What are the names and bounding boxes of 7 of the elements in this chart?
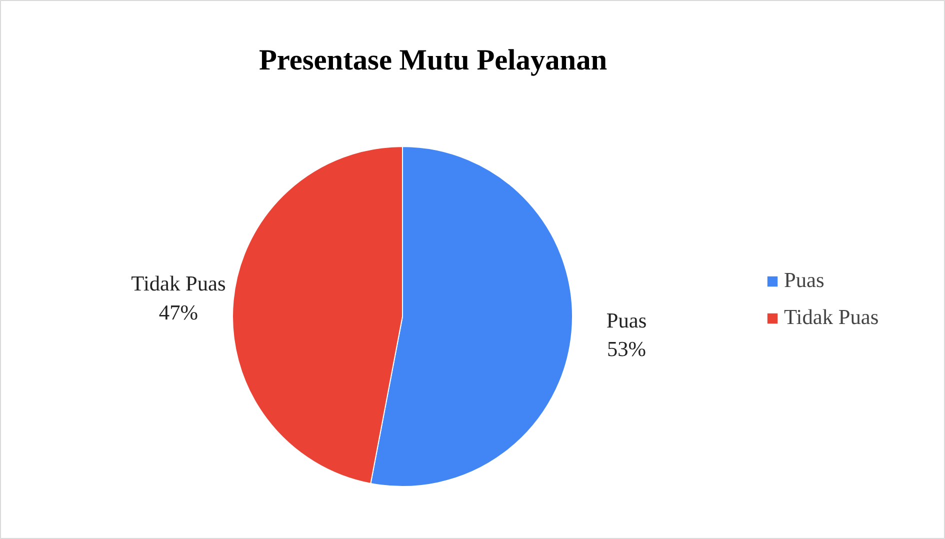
slice-label: Tidak Puas: [131, 272, 226, 296]
slice-label: Puas: [606, 308, 647, 332]
data-label: 47%: [158, 300, 198, 325]
legend-label: Puas: [784, 268, 824, 293]
data-label: 53%: [606, 337, 646, 362]
legend-label: Tidak Puas: [784, 305, 879, 330]
chart-title: Presentase Mutu Pelayanan: [258, 44, 608, 76]
